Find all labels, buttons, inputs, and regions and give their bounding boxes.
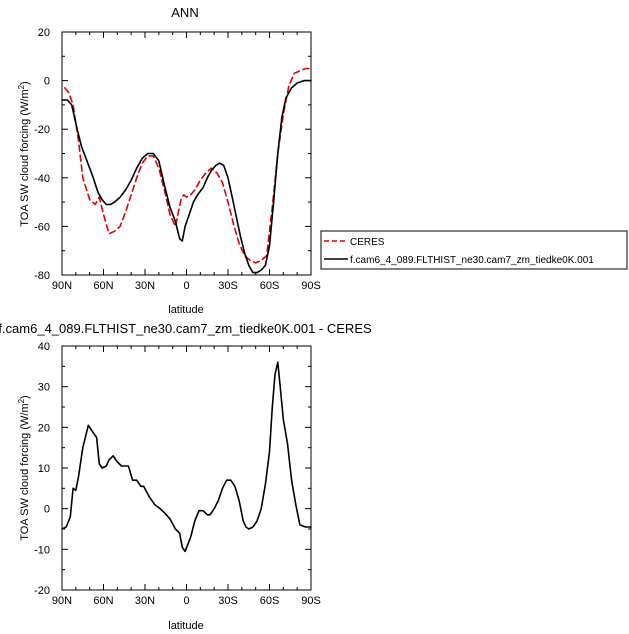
legend-label-ceres: CERES xyxy=(350,237,385,248)
panel-bottom-series-difference-line xyxy=(61,361,312,553)
panel-top-xlabel: latitude xyxy=(168,304,203,316)
panel-top: ANN 90N 60N 30N 0 30S 60S 90S 20 0 -20 -40 -60 -80 l… xyxy=(17,5,628,316)
panel-bottom-xtick-label: 90S xyxy=(301,595,321,607)
panel-bottom-ytick-label: 20 xyxy=(38,422,50,434)
panel-top-title: ANN xyxy=(171,5,198,20)
panel-top-ytick-label: -60 xyxy=(34,221,50,233)
panel-bottom-xlabel: latitude xyxy=(168,620,203,632)
panel-top-xtick-label: 30S xyxy=(218,280,238,292)
panel-top-ytick-label: 20 xyxy=(38,27,50,39)
panel-bottom-xtick-label: 30S xyxy=(218,595,238,607)
panel-top-xtick-label: 60S xyxy=(260,280,280,292)
panel-top-series-model-line xyxy=(61,79,312,274)
panel-top-plot-frame xyxy=(61,31,312,276)
panel-top-series-ceres-line xyxy=(64,67,312,264)
panel-top-ytick-label: -40 xyxy=(34,173,50,185)
panel-top-xtick-label: 90N xyxy=(52,280,72,292)
panel-bottom-xtick-label: 60N xyxy=(93,595,113,607)
panel-bottom-xtick-label: 30N xyxy=(135,595,155,607)
legend-label-model: f.cam6_4_089.FLTHIST_ne30.cam7_zm_tiedke… xyxy=(350,255,594,266)
panel-bottom-ytick-label: -20 xyxy=(34,585,50,597)
panel-top-ytick-label: 0 xyxy=(44,76,50,88)
panel-bottom-title: f.cam6_4_089.FLTHIST_ne30.cam7_zm_tiedke… xyxy=(0,321,372,336)
panel-bottom-ytick-label: 0 xyxy=(44,504,50,516)
panel-bottom-xtick-label: 0 xyxy=(183,595,189,607)
panel-top-xtick-label: 0 xyxy=(183,280,189,292)
panel-top-ytick-label: -80 xyxy=(34,270,50,282)
legend-box xyxy=(320,230,628,270)
panel-top-xtick-label: 30N xyxy=(135,280,155,292)
panel-bottom-ytick-label: 40 xyxy=(38,341,50,353)
panel-bottom-xtick-label: 90N xyxy=(52,595,72,607)
panel-bottom-ytick-label: 10 xyxy=(38,463,50,475)
panel-bottom-xtick-label: 60S xyxy=(260,595,280,607)
panel-top-ylabel: TOA SW cloud forcing (W/m2) xyxy=(17,81,31,226)
panel-top-xtick-label: 60N xyxy=(93,280,113,292)
panel-bottom-ytick-label: -10 xyxy=(34,544,50,556)
panel-bottom-ytick-label: 30 xyxy=(38,382,50,394)
panel-top-ytick-label: -20 xyxy=(34,124,50,136)
legend: CERES f.cam6_4_089.FLTHIST_ne30.cam7_zm_… xyxy=(320,230,628,270)
panel-bottom: f.cam6_4_089.FLTHIST_ne30.cam7_zm_tiedke… xyxy=(0,321,372,632)
panel-top-xtick-label: 90S xyxy=(301,280,321,292)
panel-bottom-ylabel: TOA SW cloud forcing (W/m2) xyxy=(17,395,31,540)
